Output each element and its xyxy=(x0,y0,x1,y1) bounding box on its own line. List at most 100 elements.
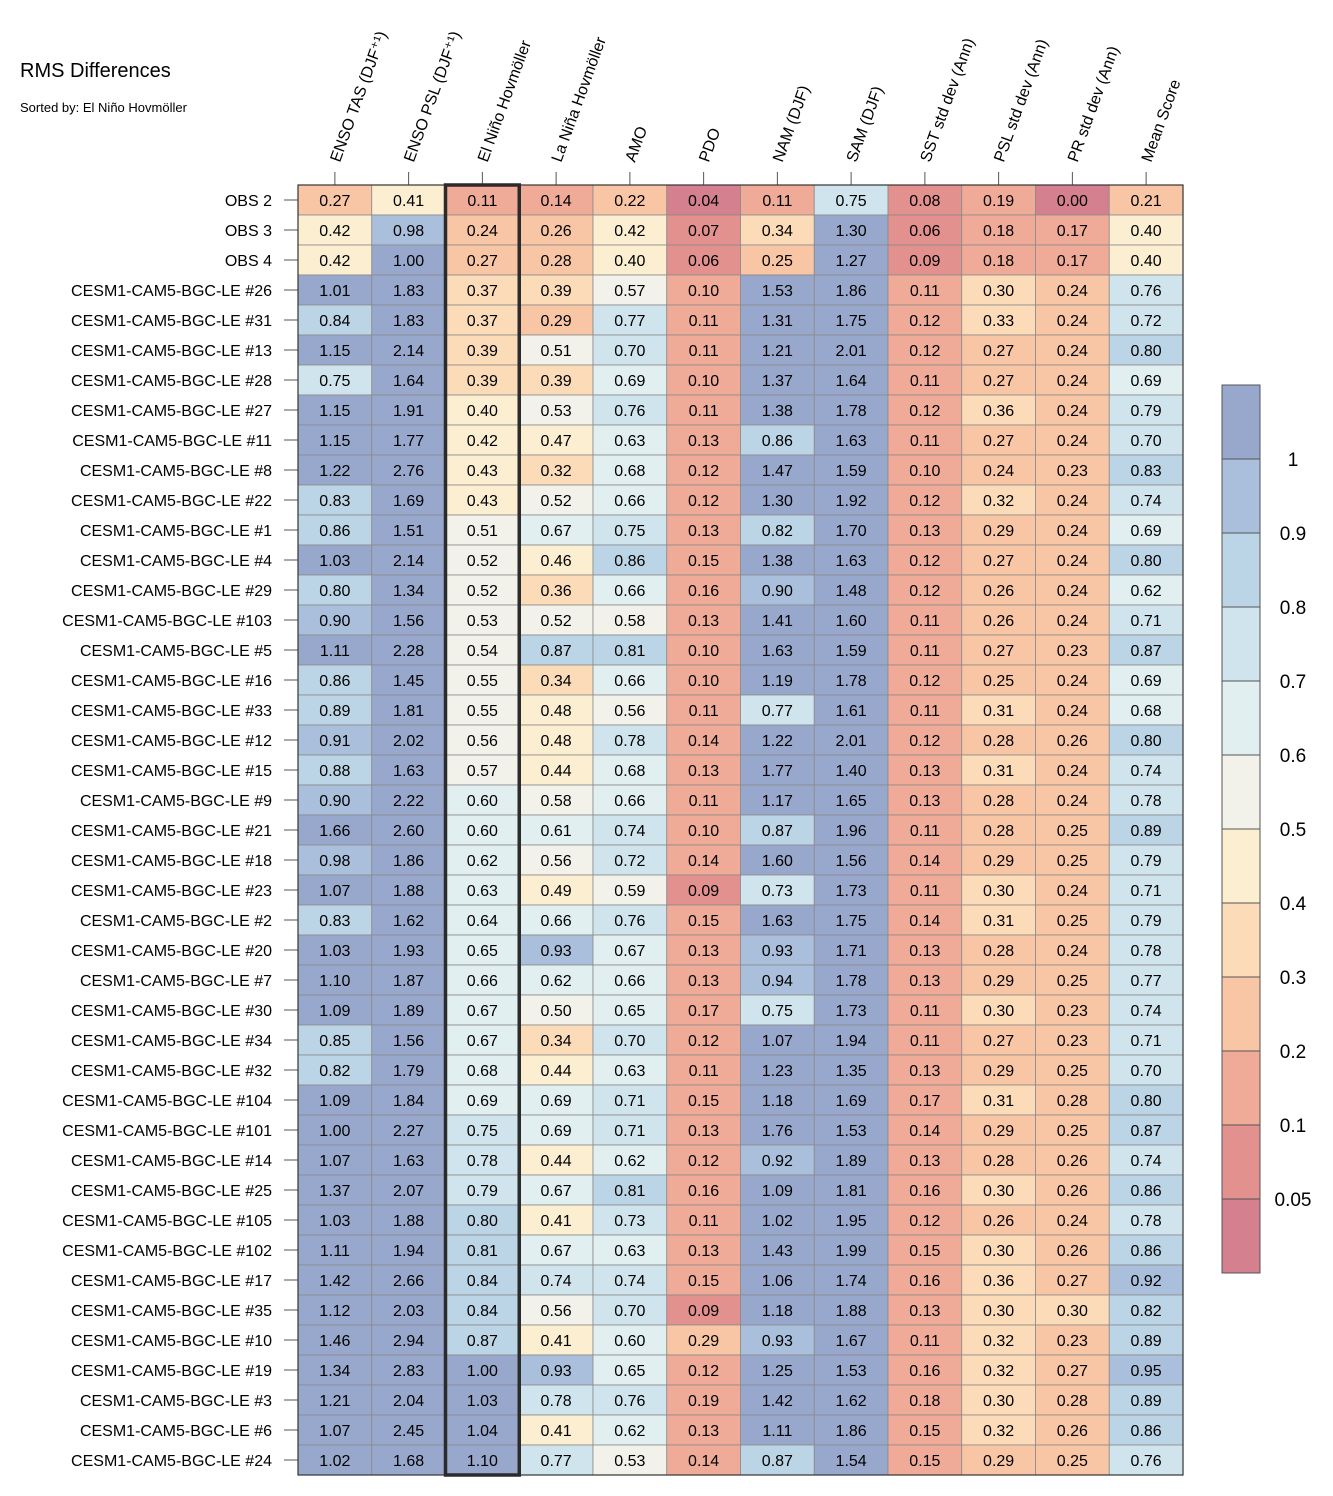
heatmap-cell xyxy=(1035,544,1110,576)
cell-value-label: 1.75 xyxy=(836,913,867,930)
cell-value-label: 0.12 xyxy=(688,463,719,480)
cell-value-label: 0.29 xyxy=(983,1453,1014,1470)
heatmap-cell xyxy=(813,1324,889,1356)
heatmap-cell xyxy=(740,514,815,546)
cell-value-label: 1.83 xyxy=(393,283,424,300)
colorbar-label: 0.9 xyxy=(1280,524,1306,545)
row-label: CESM1-CAM5-BGC-LE #13 xyxy=(71,343,272,360)
cell-value-label: 0.77 xyxy=(1131,973,1162,990)
cell-value-label: 0.40 xyxy=(1131,253,1162,270)
cell-value-label: 0.11 xyxy=(910,883,940,900)
heatmap-cell xyxy=(740,1234,815,1266)
cell-value-label: 0.18 xyxy=(983,253,1014,270)
heatmap-cell xyxy=(371,484,446,516)
cell-value-label: 0.24 xyxy=(1057,883,1088,900)
cell-value-label: 2.27 xyxy=(393,1123,424,1140)
cell-value-label: 0.42 xyxy=(319,223,350,240)
heatmap-cell xyxy=(297,1294,373,1326)
cell-value-label: 0.12 xyxy=(909,493,940,510)
cell-value-label: 0.17 xyxy=(1057,223,1088,240)
heatmap-cell xyxy=(961,934,1036,966)
cell-value-label: 0.56 xyxy=(541,853,572,870)
cell-value-label: 0.66 xyxy=(541,913,572,930)
heatmap-cell xyxy=(518,1324,594,1356)
cell-value-label: 1.03 xyxy=(467,1393,498,1410)
cell-value-label: 0.84 xyxy=(467,1273,498,1290)
row-label: CESM1-CAM5-BGC-LE #3 xyxy=(80,1393,272,1410)
cell-value-label: 0.12 xyxy=(909,313,940,330)
cell-value-label: 0.80 xyxy=(1131,553,1162,570)
heatmap-cell xyxy=(813,634,889,666)
heatmap-cell xyxy=(297,274,373,306)
cell-value-label: 0.56 xyxy=(467,733,498,750)
cell-value-label: 0.34 xyxy=(541,673,572,690)
heatmap-cell xyxy=(740,304,815,336)
cell-value-label: 0.11 xyxy=(689,1063,719,1080)
cell-value-label: 0.88 xyxy=(319,763,350,780)
cell-value-label: 0.13 xyxy=(909,763,940,780)
cell-value-label: 0.69 xyxy=(467,1093,498,1110)
heatmap-cell xyxy=(887,1084,963,1116)
cell-value-label: 0.61 xyxy=(541,823,572,840)
cell-value-label: 0.48 xyxy=(541,733,572,750)
cell-value-label: 0.28 xyxy=(1057,1393,1088,1410)
cell-value-label: 1.31 xyxy=(762,313,793,330)
cell-value-label: 0.14 xyxy=(688,853,719,870)
cell-value-label: 0.66 xyxy=(614,973,645,990)
cell-value-label: 0.81 xyxy=(614,1183,645,1200)
heatmap-cell xyxy=(592,1024,668,1056)
heatmap-cell xyxy=(666,634,741,666)
cell-value-label: 0.09 xyxy=(688,883,719,900)
cell-value-label: 0.78 xyxy=(541,1393,572,1410)
heatmap-cell xyxy=(887,184,963,216)
cell-value-label: 0.28 xyxy=(983,733,1014,750)
heatmap-cell xyxy=(518,574,594,606)
row-label: CESM1-CAM5-BGC-LE #18 xyxy=(71,853,272,870)
cell-value-label: 0.68 xyxy=(614,763,645,780)
heatmap-cell xyxy=(371,364,446,396)
cell-value-label: 0.74 xyxy=(1131,763,1162,780)
column-label: SAM (DJF) xyxy=(844,84,887,164)
cell-value-label: 0.16 xyxy=(688,1183,719,1200)
heatmap-cell xyxy=(666,214,741,246)
cell-value-label: 0.26 xyxy=(1057,1423,1088,1440)
cell-value-label: 1.11 xyxy=(320,643,350,660)
heatmap-cell xyxy=(445,1234,520,1266)
cell-value-label: 1.59 xyxy=(836,643,867,660)
heatmap-cell xyxy=(740,274,815,306)
heatmap-cell xyxy=(592,1114,668,1146)
heatmap-cell xyxy=(518,274,594,306)
cell-value-label: 0.75 xyxy=(762,1003,793,1020)
heatmap-cell xyxy=(813,664,889,696)
colorbar-label: 0.4 xyxy=(1280,894,1307,915)
cell-value-label: 0.28 xyxy=(541,253,572,270)
cell-value-label: 1.07 xyxy=(319,1153,350,1170)
colorbar-segment xyxy=(1222,459,1260,533)
heatmap-cell xyxy=(371,724,446,756)
cell-value-label: 1.63 xyxy=(393,763,424,780)
heatmap-cell xyxy=(371,1054,446,1086)
heatmap-cell xyxy=(1035,424,1110,456)
heatmap-cell xyxy=(666,844,741,876)
heatmap-cell xyxy=(518,1414,594,1446)
heatmap-cell xyxy=(666,604,741,636)
cell-value-label: 1.37 xyxy=(319,1183,350,1200)
cell-value-label: 0.67 xyxy=(614,943,645,960)
heatmap-cell xyxy=(961,304,1036,336)
cell-value-label: 0.11 xyxy=(689,343,719,360)
heatmap-cell xyxy=(1035,1144,1110,1176)
cell-value-label: 1.79 xyxy=(393,1063,424,1080)
colorbar-label: 0.6 xyxy=(1280,746,1306,767)
heatmap-cell xyxy=(592,274,668,306)
heatmap-cell xyxy=(445,1084,520,1116)
heatmap-cell xyxy=(740,634,815,666)
cell-value-label: 0.31 xyxy=(983,1093,1014,1110)
heatmap-cell xyxy=(813,544,889,576)
cell-value-label: 0.12 xyxy=(909,403,940,420)
cell-value-label: 1.09 xyxy=(762,1183,793,1200)
heatmap-cell xyxy=(961,604,1036,636)
heatmap-cell xyxy=(371,634,446,666)
heatmap-cell xyxy=(740,1324,815,1356)
row-label: OBS 3 xyxy=(225,223,272,240)
heatmap-cell xyxy=(371,514,446,546)
